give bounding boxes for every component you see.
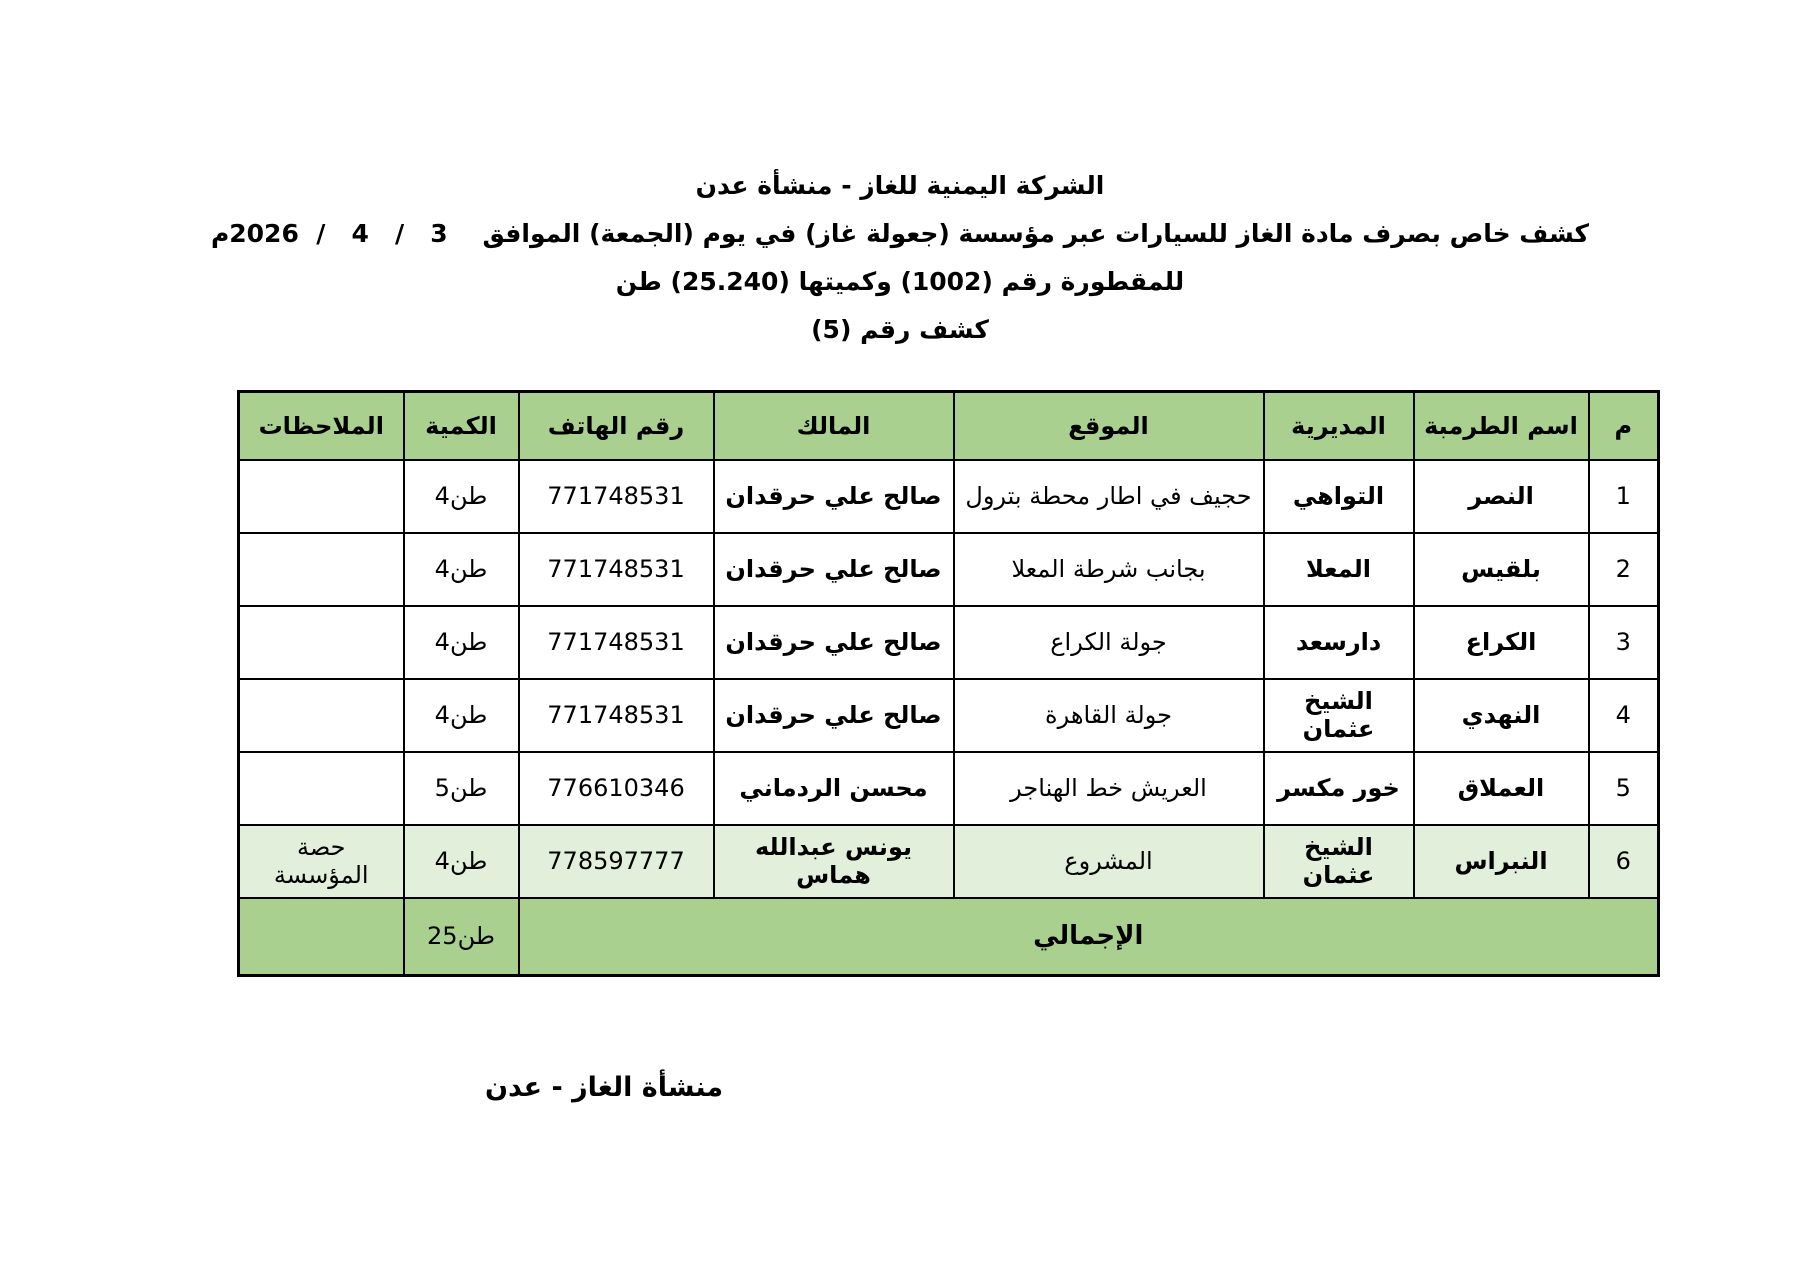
cell-serial: 1	[1587, 458, 1660, 534]
table-row: 2 بلقيس المعلا بجانب شرطة المعلا صالح عل…	[237, 531, 1660, 607]
trailer-info-line: للمقطورة رقم (1002) وكميتها (25.240) طن	[615, 267, 1185, 296]
cell-notes: حصة المؤسسة	[237, 823, 405, 899]
table-header-row: م اسم الطرمبة المديرية الموقع المالك رقم…	[237, 390, 1660, 461]
cell-pump-name: النهدي	[1412, 677, 1590, 753]
table-total-row: الإجمالي 25طن	[237, 896, 1660, 977]
col-header-pump: اسم الطرمبة	[1412, 390, 1590, 461]
cell-quantity: 5طن	[402, 750, 520, 826]
table-row: 3 الكراع دارسعد جولة الكراع صالح علي حرق…	[237, 604, 1660, 680]
col-header-district: المديرية	[1262, 390, 1415, 461]
cell-serial: 4	[1587, 677, 1660, 753]
cell-serial: 3	[1587, 604, 1660, 680]
col-header-notes: الملاحظات	[237, 390, 405, 461]
cell-pump-name: النصر	[1412, 458, 1590, 534]
cell-phone: 771748531	[517, 604, 715, 680]
cell-district: التواهي	[1262, 458, 1415, 534]
col-header-phone: رقم الهاتف	[517, 390, 715, 461]
cell-pump-name: العملاق	[1412, 750, 1590, 826]
cell-district: الشيخ عثمان	[1262, 677, 1415, 753]
cell-owner: صالح علي حرقدان	[712, 531, 955, 607]
cell-serial: 6	[1587, 823, 1660, 899]
total-label-cell: الإجمالي	[517, 896, 1660, 977]
table-body: 1 النصر التواهي حجيف في اطار محطة بترول …	[237, 458, 1660, 899]
cell-owner: يونس عبدالله هماس	[712, 823, 955, 899]
cell-location: جولة الكراع	[952, 604, 1265, 680]
cell-location: بجانب شرطة المعلا	[952, 531, 1265, 607]
col-header-serial: م	[1587, 390, 1660, 461]
table-row: 6 النبراس الشيخ عثمان المشروع يونس عبدال…	[237, 823, 1660, 899]
cell-owner: صالح علي حرقدان	[712, 604, 955, 680]
cell-phone: 771748531	[517, 458, 715, 534]
cell-owner: صالح علي حرقدان	[712, 458, 955, 534]
cell-pump-name: بلقيس	[1412, 531, 1590, 607]
table-row: 4 النهدي الشيخ عثمان جولة القاهرة صالح ع…	[237, 677, 1660, 753]
cell-location: العريش خط الهناجر	[952, 750, 1265, 826]
col-header-location: الموقع	[952, 390, 1265, 461]
cell-notes	[237, 531, 405, 607]
table-row: 5 العملاق خور مكسر العريش خط الهناجر محس…	[237, 750, 1660, 826]
cell-notes	[237, 458, 405, 534]
total-quantity-cell: 25طن	[402, 896, 520, 977]
cell-owner: محسن الردماني	[712, 750, 955, 826]
cell-notes	[237, 677, 405, 753]
facility-signature: منشأة الغاز - عدن	[485, 1072, 724, 1103]
cell-district: خور مكسر	[1262, 750, 1415, 826]
cell-phone: 771748531	[517, 531, 715, 607]
cell-district: دارسعد	[1262, 604, 1415, 680]
cell-location: المشروع	[952, 823, 1265, 899]
cell-quantity: 4طن	[402, 458, 520, 534]
table-row: 1 النصر التواهي حجيف في اطار محطة بترول …	[237, 458, 1660, 534]
document-header: الشركة اليمنية للغاز - منشأة عدن كشف خاص…	[140, 162, 1660, 354]
cell-serial: 2	[1587, 531, 1660, 607]
cell-district: المعلا	[1262, 531, 1415, 607]
statement-subtitle: كشف خاص بصرف مادة الغاز للسيارات عبر مؤس…	[210, 219, 1590, 248]
cell-location: حجيف في اطار محطة بترول	[952, 458, 1265, 534]
sheet-number-line: كشف رقم (5)	[811, 315, 989, 344]
cell-phone: 771748531	[517, 677, 715, 753]
cell-notes	[237, 604, 405, 680]
cell-location: جولة القاهرة	[952, 677, 1265, 753]
cell-quantity: 4طن	[402, 531, 520, 607]
cell-quantity: 4طن	[402, 823, 520, 899]
col-header-quantity: الكمية	[402, 390, 520, 461]
cell-pump-name: النبراس	[1412, 823, 1590, 899]
cell-pump-name: الكراع	[1412, 604, 1590, 680]
cell-owner: صالح علي حرقدان	[712, 677, 955, 753]
cell-phone: 778597777	[517, 823, 715, 899]
cell-serial: 5	[1587, 750, 1660, 826]
company-title: الشركة اليمنية للغاز - منشأة عدن	[695, 171, 1105, 200]
cell-phone: 776610346	[517, 750, 715, 826]
col-header-owner: المالك	[712, 390, 955, 461]
distribution-table: م اسم الطرمبة المديرية الموقع المالك رقم…	[237, 390, 1660, 977]
cell-quantity: 4طن	[402, 604, 520, 680]
cell-notes	[237, 750, 405, 826]
cell-district: الشيخ عثمان	[1262, 823, 1415, 899]
total-notes-cell	[237, 896, 405, 977]
cell-quantity: 4طن	[402, 677, 520, 753]
